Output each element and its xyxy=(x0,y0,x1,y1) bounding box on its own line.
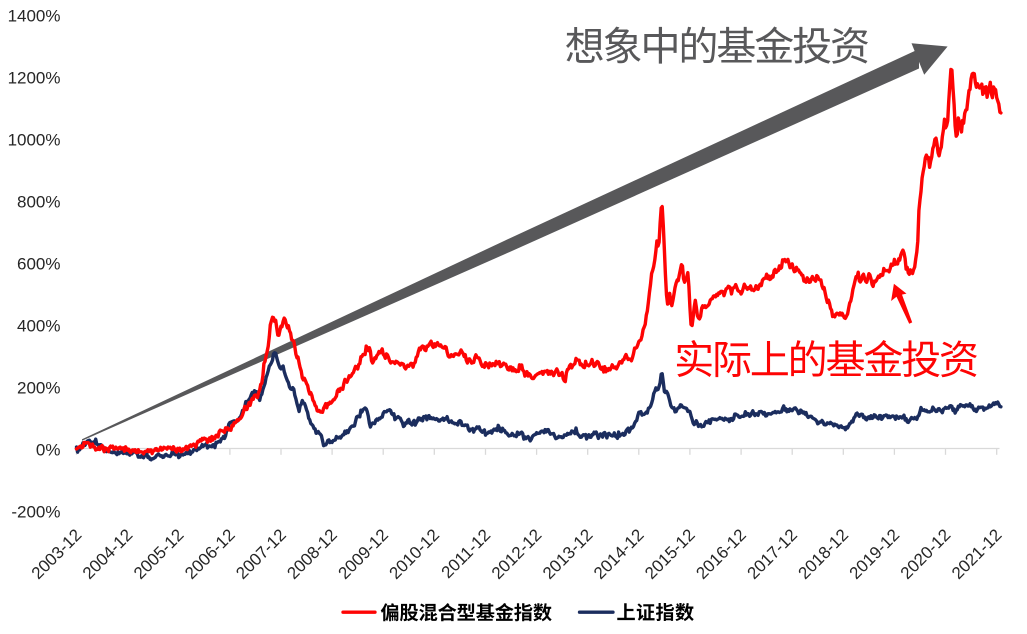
svg-text:600%: 600% xyxy=(17,255,60,274)
svg-text:1200%: 1200% xyxy=(8,69,61,88)
svg-text:400%: 400% xyxy=(17,317,60,336)
svg-text:0%: 0% xyxy=(36,441,61,460)
svg-text:-200%: -200% xyxy=(11,503,60,522)
svg-text:1400%: 1400% xyxy=(8,7,61,26)
svg-text:1000%: 1000% xyxy=(8,131,61,150)
svg-text:200%: 200% xyxy=(17,379,60,398)
svg-text:800%: 800% xyxy=(17,193,60,212)
